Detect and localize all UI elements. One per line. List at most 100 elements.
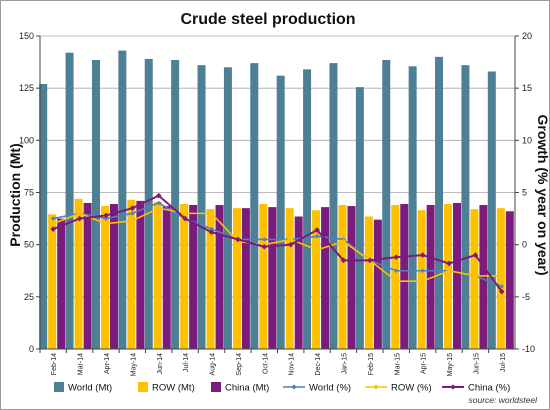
data-point <box>499 288 505 295</box>
series-line <box>52 207 502 282</box>
data-point <box>393 278 400 284</box>
x-tick-label: Aug-14 <box>210 353 217 376</box>
y-tick-label: 50 <box>24 240 34 250</box>
data-point <box>50 226 56 232</box>
x-tick-label: Apr-15 <box>421 353 428 374</box>
bar <box>373 219 382 349</box>
bar <box>118 50 127 350</box>
data-point <box>76 215 83 222</box>
data-point <box>156 200 161 206</box>
x-tick-label: Mar-15 <box>394 353 401 375</box>
data-point <box>155 205 162 211</box>
series-line <box>53 202 503 288</box>
bar <box>453 202 462 349</box>
x-tick-label: Jul-14 <box>183 353 190 372</box>
data-point <box>130 211 135 216</box>
data-point <box>129 217 136 224</box>
bar <box>355 87 364 349</box>
y2-tick-label: 20 <box>522 31 532 41</box>
data-point <box>419 278 426 284</box>
bar <box>48 214 57 349</box>
bars <box>39 50 514 350</box>
data-point <box>208 210 215 217</box>
bar <box>400 203 409 349</box>
data-point <box>182 215 188 222</box>
bar <box>321 207 330 349</box>
x-tick-label: Sep-14 <box>236 353 243 376</box>
bar <box>232 208 241 349</box>
data-point <box>261 243 268 250</box>
data-point <box>499 284 505 289</box>
data-point <box>419 252 426 258</box>
data-point <box>208 229 215 235</box>
bar <box>259 203 268 349</box>
bar <box>505 211 514 349</box>
bar <box>241 208 250 349</box>
y-tick-label: 100 <box>19 135 34 145</box>
bar <box>461 65 470 350</box>
bar <box>65 52 74 350</box>
legend-marker <box>291 384 297 390</box>
bar <box>74 198 83 349</box>
bar <box>479 205 488 349</box>
x-tick-label: Mar-14 <box>78 353 85 375</box>
bar <box>391 205 400 349</box>
data-point <box>314 234 320 239</box>
bar <box>496 208 505 349</box>
bar <box>435 56 444 349</box>
data-point <box>499 273 505 279</box>
bar <box>223 67 232 350</box>
x-tick-label: Jun-14 <box>157 353 164 375</box>
legend-swatch <box>54 382 64 392</box>
x-tick-label: Jan-15 <box>341 353 348 375</box>
bar <box>487 71 496 350</box>
y-tick-label: 125 <box>19 83 34 93</box>
bar <box>276 75 285 349</box>
bar <box>171 59 180 349</box>
data-point <box>314 227 320 233</box>
legend-label: ROW (%) <box>391 383 432 394</box>
x-tick-label: Feb-15 <box>368 353 375 375</box>
data-point <box>76 210 83 217</box>
data-point <box>393 254 400 260</box>
bar <box>109 203 118 349</box>
data-point <box>472 273 479 279</box>
data-point <box>367 257 373 264</box>
bar <box>39 83 48 349</box>
x-tick-label: Oct-14 <box>262 353 269 374</box>
data-point <box>103 221 109 227</box>
data-point <box>420 268 425 273</box>
y2-tick-label: 5 <box>522 188 527 198</box>
legend-marker <box>450 384 456 390</box>
data-point <box>446 267 452 274</box>
source-label: source: worldsteel <box>468 395 538 405</box>
bar <box>294 216 303 349</box>
bar <box>312 210 321 349</box>
bar <box>285 208 294 349</box>
bar <box>470 209 479 349</box>
legend: World (Mt) ROW (Mt) China (Mt) World (%) ROW… <box>54 382 510 394</box>
data-point <box>50 216 56 221</box>
legend-swatch <box>138 382 148 392</box>
legend-label: World (%) <box>309 383 351 394</box>
bar <box>162 206 171 349</box>
data-point <box>472 252 479 258</box>
bar <box>382 59 391 349</box>
data-point <box>314 247 320 253</box>
data-point <box>287 236 294 243</box>
y-tick-label: 75 <box>24 188 34 198</box>
data-point <box>262 237 267 242</box>
x-tick-label: May-14 <box>130 353 137 376</box>
y2-tick-label: 0 <box>522 240 527 250</box>
series-line <box>52 194 503 293</box>
bar <box>127 199 136 349</box>
legend-label: ROW (Mt) <box>152 383 195 394</box>
bar <box>197 65 206 350</box>
bar <box>408 66 417 350</box>
bar <box>206 209 215 349</box>
bar <box>215 205 224 349</box>
x-tick-label: Dec-14 <box>315 353 322 376</box>
x-tick-label: Jun-15 <box>473 353 480 375</box>
